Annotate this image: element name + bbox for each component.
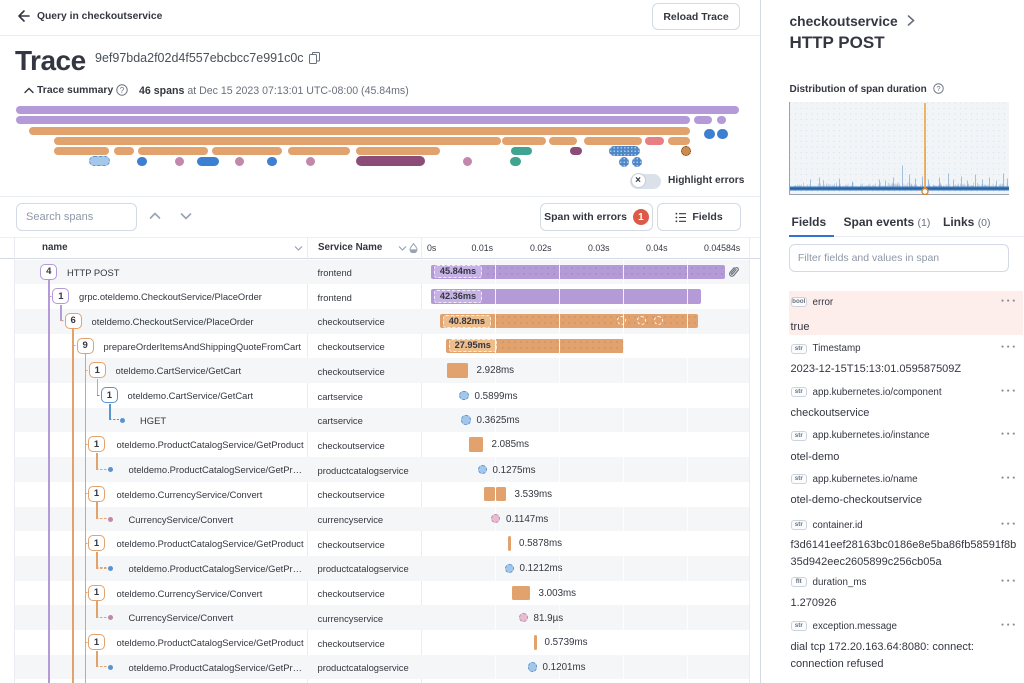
svg-text:?: ? xyxy=(120,86,125,95)
svg-text:?: ? xyxy=(936,84,940,93)
